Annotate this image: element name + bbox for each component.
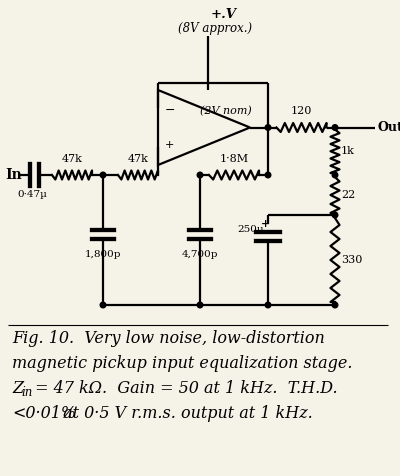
Circle shape (100, 172, 106, 178)
Text: In: In (5, 168, 22, 182)
Text: Fig. 10.  Very low noise, low-distortion: Fig. 10. Very low noise, low-distortion (12, 330, 325, 347)
Text: = 47 kΩ.  Gain = 50 at 1 kHz.  T.H.D.: = 47 kΩ. Gain = 50 at 1 kHz. T.H.D. (30, 380, 338, 397)
Text: magnetic pickup input equalization stage.: magnetic pickup input equalization stage… (12, 355, 352, 372)
Text: 47k: 47k (128, 154, 148, 164)
Circle shape (332, 212, 338, 218)
Text: <0·01%: <0·01% (12, 405, 76, 422)
Text: +: + (260, 218, 270, 229)
Circle shape (197, 302, 203, 308)
Circle shape (332, 125, 338, 130)
Circle shape (332, 302, 338, 308)
Text: (2V nom): (2V nom) (200, 106, 252, 117)
Text: 1k: 1k (341, 146, 355, 156)
Circle shape (197, 172, 203, 178)
Text: −: − (165, 103, 176, 117)
Text: +: + (165, 140, 174, 150)
Text: 330: 330 (341, 255, 362, 265)
Text: in: in (21, 386, 32, 399)
Text: 4,700p: 4,700p (182, 250, 218, 259)
Text: at 0·5 V r.m.s. output at 1 kHz.: at 0·5 V r.m.s. output at 1 kHz. (58, 405, 313, 422)
Text: 120: 120 (291, 107, 312, 117)
Circle shape (265, 172, 271, 178)
Text: 22: 22 (341, 190, 355, 200)
Text: 0·47µ: 0·47µ (17, 190, 47, 199)
Text: 1,800p: 1,800p (85, 250, 121, 259)
Text: (8V approx.): (8V approx.) (178, 22, 252, 35)
Text: 1·8M: 1·8M (220, 154, 248, 164)
Circle shape (332, 172, 338, 178)
Text: 47k: 47k (62, 154, 82, 164)
Text: +.V: +.V (211, 8, 237, 21)
Circle shape (265, 125, 271, 130)
Circle shape (265, 302, 271, 308)
Text: 250µ: 250µ (237, 225, 264, 234)
Text: Z: Z (12, 380, 23, 397)
Text: Out: Out (378, 121, 400, 134)
Circle shape (100, 302, 106, 308)
